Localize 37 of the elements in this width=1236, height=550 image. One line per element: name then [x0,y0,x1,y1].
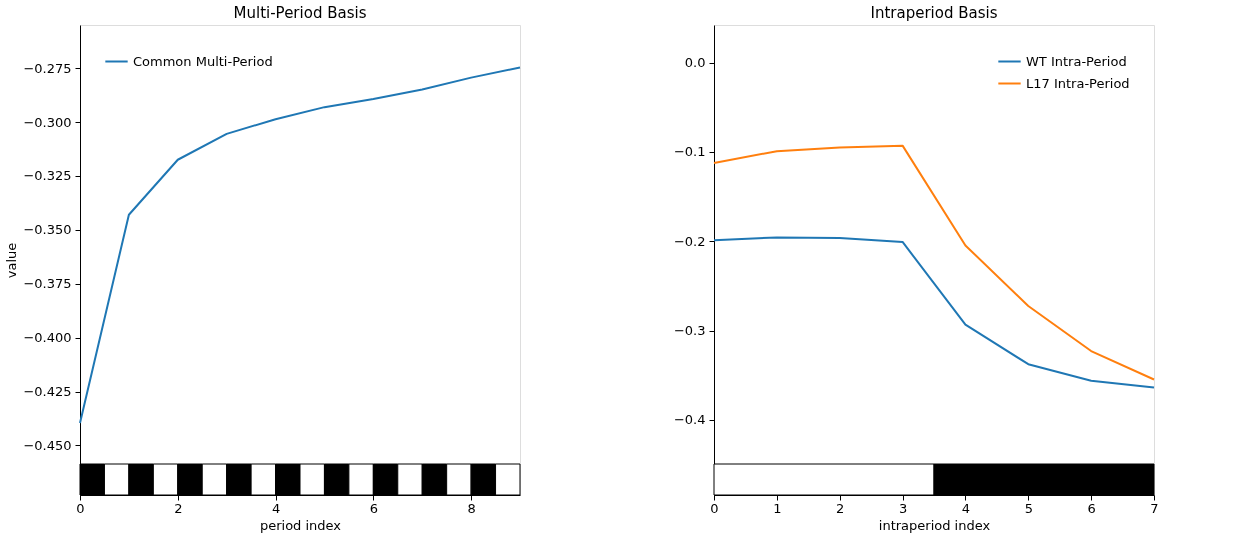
y-tick-label: −0.1 [673,144,706,160]
y-tick-label: −0.425 [23,384,72,400]
x-axis-title: intraperiod index [878,517,991,533]
chart-title: Intraperiod Basis [870,4,998,22]
line-series [79,66,521,424]
x-tick-label: 2 [174,500,183,516]
legend-label: Common Multi-Period [133,53,273,69]
x-tick-label: 4 [961,500,971,516]
y-tick-label: −0.275 [23,60,72,76]
line-series [713,144,1155,381]
y-tick-label: −0.4 [673,412,706,428]
x-axis-title: period index [259,517,342,533]
x-tick-label: 6 [1087,500,1096,516]
x-tick-label: 3 [898,500,908,516]
y-tick-label: −0.325 [23,168,72,184]
x-tick-label: 2 [836,500,845,516]
y-tick-label: −0.400 [23,330,72,346]
x-tick-label: 5 [1024,500,1033,516]
legend-label: WT Intra-Period [1026,53,1127,69]
y-tick-label: −0.350 [23,222,72,238]
y-axis-title: value [4,242,20,279]
y-tick-label: −0.375 [23,276,72,292]
x-tick-label: 7 [1150,500,1159,516]
line-series [713,236,1155,389]
y-tick-label: −0.300 [23,114,72,130]
chart-title: Multi-Period Basis [233,4,367,22]
x-tick-label: 8 [467,500,476,516]
x-tick-label: 6 [369,500,378,516]
x-tick-label: 0 [710,500,719,516]
y-tick-label: −0.3 [673,323,706,339]
y-tick-label: −0.450 [23,437,72,453]
x-tick-label: 4 [271,500,281,516]
x-tick-label: 1 [773,500,782,516]
y-tick-label: 0.0 [684,55,706,71]
legend-label: L17 Intra-Period [1026,75,1130,91]
x-tick-label: 0 [76,500,85,516]
y-tick-label: −0.2 [673,233,706,249]
